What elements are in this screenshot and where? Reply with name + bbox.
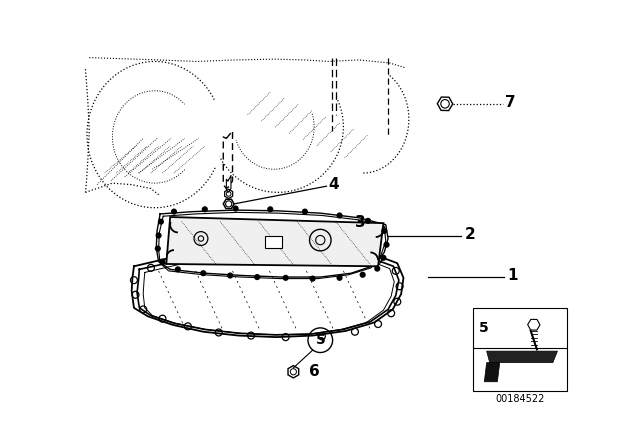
Circle shape (202, 206, 208, 212)
Bar (265, 236, 282, 248)
Circle shape (302, 208, 308, 215)
Text: 2: 2 (464, 227, 475, 242)
Circle shape (175, 266, 181, 272)
Circle shape (381, 228, 387, 234)
Bar (473, 308, 566, 391)
Circle shape (310, 276, 316, 282)
Polygon shape (137, 250, 399, 335)
Polygon shape (486, 351, 557, 362)
Text: 7: 7 (505, 95, 516, 110)
Circle shape (380, 255, 387, 261)
Circle shape (365, 218, 371, 224)
Circle shape (267, 206, 273, 212)
Text: 6: 6 (308, 364, 319, 379)
Text: 3: 3 (355, 215, 365, 230)
Circle shape (159, 258, 166, 265)
Text: 00184522: 00184522 (495, 394, 545, 404)
Polygon shape (484, 362, 500, 382)
Circle shape (374, 266, 380, 271)
Circle shape (200, 270, 206, 276)
Circle shape (337, 212, 342, 219)
Text: 1: 1 (508, 268, 518, 283)
Circle shape (227, 272, 234, 279)
Circle shape (283, 275, 289, 281)
Circle shape (383, 241, 390, 248)
Circle shape (156, 233, 162, 238)
Text: 4: 4 (328, 177, 339, 192)
Text: 5: 5 (479, 321, 489, 335)
Circle shape (155, 246, 161, 252)
Circle shape (158, 219, 164, 225)
Circle shape (337, 275, 342, 281)
Circle shape (232, 206, 239, 211)
Polygon shape (166, 217, 383, 266)
Circle shape (254, 274, 260, 280)
Circle shape (171, 208, 177, 215)
Circle shape (360, 271, 365, 278)
Text: 5: 5 (316, 333, 325, 347)
